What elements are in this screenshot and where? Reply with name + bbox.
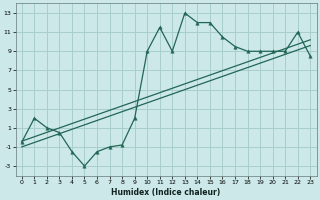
X-axis label: Humidex (Indice chaleur): Humidex (Indice chaleur)	[111, 188, 221, 197]
